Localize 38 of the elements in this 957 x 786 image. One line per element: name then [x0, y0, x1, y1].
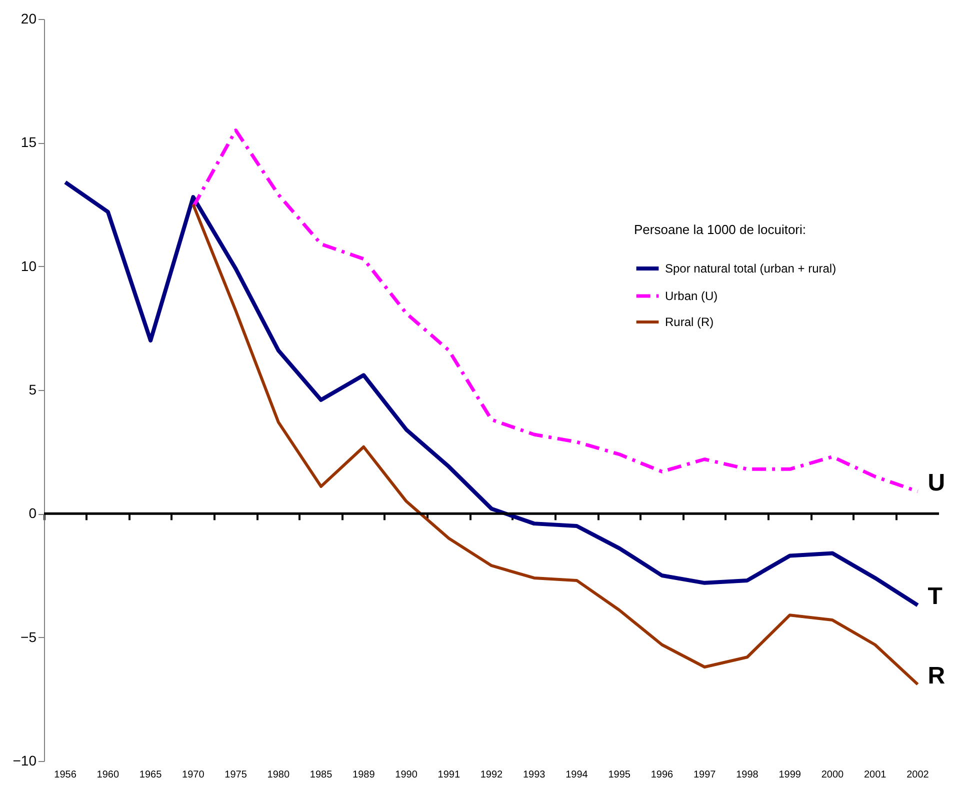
x-tick-label: 1975	[224, 770, 248, 780]
x-tick-label: 1960	[96, 770, 120, 780]
y-tick-label: −5	[20, 628, 37, 645]
y-tick-label: 15	[20, 134, 37, 150]
x-tick-label: 1980	[267, 770, 290, 780]
legend-label: Urban (U)	[665, 289, 718, 303]
legend-label: Spor natural total (urban + rural)	[665, 262, 836, 276]
x-tick-label: 1997	[693, 770, 716, 780]
x-tick-label: 1998	[736, 770, 759, 780]
x-tick-label: 1989	[352, 770, 376, 780]
x-tick-label: 1985	[310, 770, 333, 780]
annotation: T	[928, 583, 943, 610]
x-tick-label: 2002	[906, 770, 930, 780]
legend-title: Persoane la 1000 de locuitori:	[634, 222, 806, 237]
x-tick-label: 1992	[480, 770, 504, 780]
x-tick-label: 1996	[650, 770, 674, 780]
y-tick-label: 5	[28, 382, 37, 398]
x-tick-label: 2001	[864, 770, 887, 780]
x-tick-label: 1993	[522, 770, 546, 780]
y-tick-label: 0	[28, 505, 37, 522]
annotation: U	[928, 469, 946, 496]
x-tick-label: 1970	[182, 770, 205, 780]
annotation: R	[928, 662, 946, 690]
y-tick-label: 10	[20, 258, 37, 274]
x-tick-label: 1990	[395, 770, 418, 780]
x-tick-label: 1994	[566, 770, 588, 780]
x-tick-label: 1965	[139, 770, 162, 780]
line-series	[191, 128, 920, 494]
x-tick-label: 2000	[821, 770, 844, 780]
x-tick-label: 1991	[438, 770, 460, 780]
legend-label: Rural (R)	[665, 315, 714, 329]
y-tick-label: −10	[12, 752, 37, 768]
x-tick-label: 1956	[54, 770, 77, 780]
line-series	[63, 180, 920, 608]
x-tick-label: 1995	[608, 770, 631, 780]
line-series	[192, 203, 920, 686]
x-tick-label: 1999	[778, 770, 802, 780]
y-tick-label: 20	[20, 10, 37, 26]
